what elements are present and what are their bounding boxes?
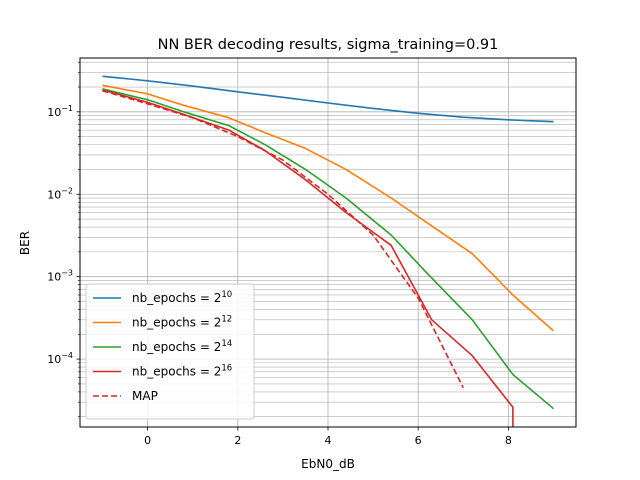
x-tick-label: 4 [325,434,332,447]
legend-label-1: nb_epochs = 210 [132,290,232,305]
series-line-3 [102,88,555,410]
x-tick-label: 2 [234,434,241,447]
x-tick-label: 6 [415,434,422,447]
series-line-5 [102,90,465,389]
x-axis-label: EbN0_dB [301,457,355,471]
y-tick-label: 10−4 [47,351,73,366]
series-line-4 [102,89,514,427]
chart-title: NN BER decoding results, sigma_training=… [158,37,499,53]
legend-label-4: nb_epochs = 216 [132,364,232,379]
x-axis-ticks: 0 2 4 6 8 [144,427,512,447]
x-tick-label: 8 [505,434,512,447]
legend: nb_epochs = 210 nb_epochs = 212 nb_epochs … [85,283,255,420]
legend-label-2: nb_epochs = 212 [132,315,232,330]
y-tick-label: 10−3 [47,269,73,284]
legend-box [85,283,255,420]
y-tick-label: 10−1 [47,104,73,119]
x-tick-label: 0 [144,434,151,447]
legend-label-3: nb_epochs = 214 [132,339,232,354]
legend-label-5: MAP [132,389,158,403]
y-axis-label: BER [18,231,32,255]
y-tick-label: 10−2 [47,186,73,201]
series-line-2 [102,84,555,332]
series-line-1 [102,75,554,123]
y-axis-ticks: 10−1 10−2 10−3 10−4 [47,61,80,418]
series-layer [102,75,555,427]
